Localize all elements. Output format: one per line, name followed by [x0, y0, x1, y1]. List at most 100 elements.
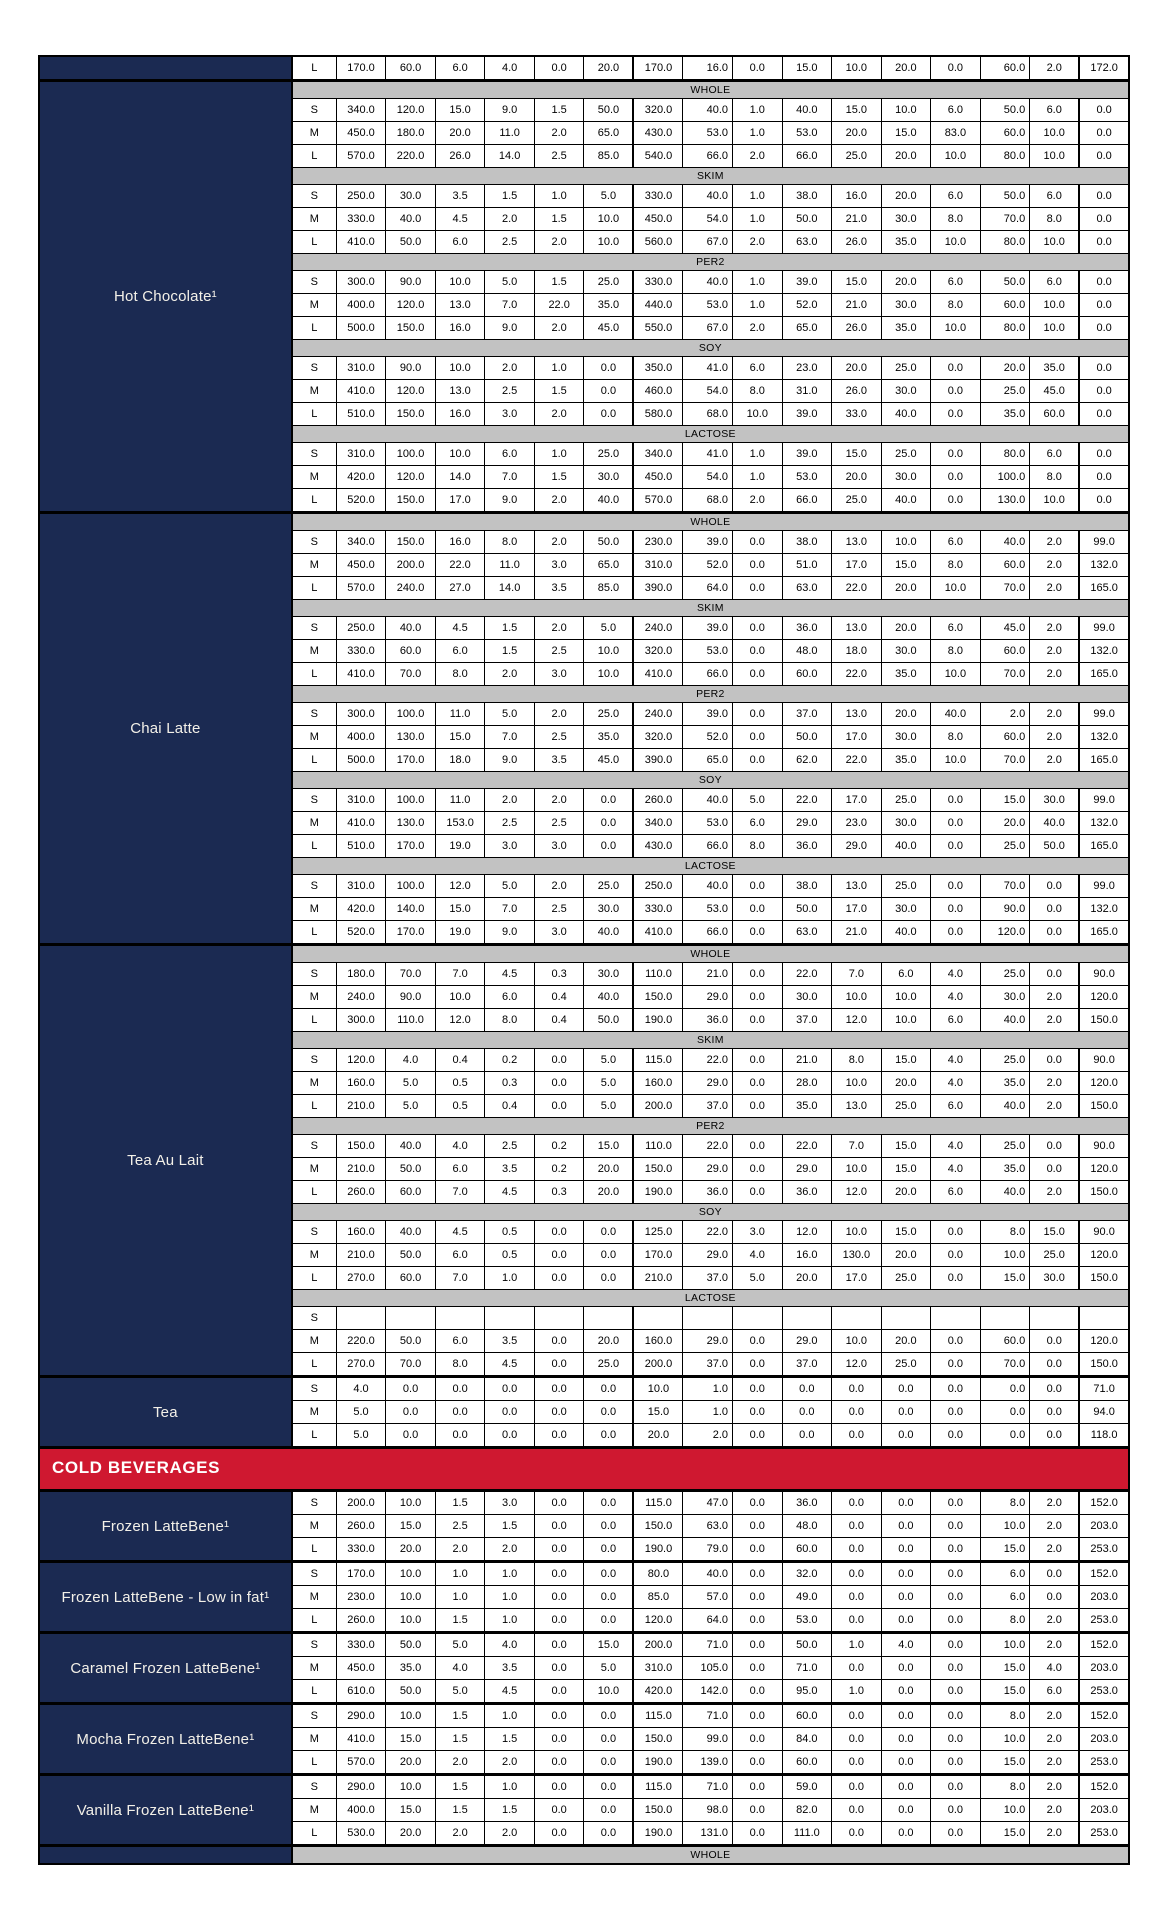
value-cell: 5.0 [434, 1631, 486, 1657]
value-cell: 8.0 [930, 639, 981, 663]
value-cell: 1.0 [484, 1266, 535, 1290]
value-cell: 15.0 [979, 1656, 1031, 1680]
value-cell: 115.0 [632, 1489, 684, 1515]
value-cell: 190.0 [632, 1750, 684, 1775]
value-cell: 13.0 [831, 616, 882, 640]
value-cell: 170.0 [335, 55, 387, 81]
value-cell: 410.0 [632, 662, 684, 686]
value-cell: 80.0 [979, 316, 1031, 340]
value-cell: 20.0 [583, 55, 634, 81]
value-cell: 14.0 [434, 465, 486, 489]
milk-type-header: WHOLE [291, 943, 1130, 963]
value-cell: 30.0 [880, 293, 932, 317]
value-cell: 2.0 [533, 874, 585, 898]
value-cell: 20.0 [979, 811, 1031, 835]
value-cell: 120.0 [979, 920, 1031, 945]
value-cell: 0.0 [930, 1631, 981, 1657]
value-cell: 0.0 [583, 1266, 634, 1290]
value-cell: 35.0 [979, 1157, 1031, 1181]
size-cell: M [291, 553, 337, 577]
value-cell: 39.0 [781, 442, 833, 466]
value-cell: 30.0 [583, 465, 634, 489]
value-cell: 22.0 [434, 553, 486, 577]
value-cell: 66.0 [781, 144, 833, 168]
size-cell: S [291, 962, 337, 986]
value-cell: 19.0 [434, 920, 486, 945]
value-cell: 1.0 [732, 184, 783, 208]
value-cell: 0.0 [831, 1798, 882, 1822]
value-cell: 40.0 [385, 616, 436, 640]
table-row: M 400.0 15.0 1.5 1.5 0.0 0.0 150.0 98.0 0.0 82.0 0.… [39, 1798, 1130, 1822]
value-cell: 4.5 [484, 1679, 535, 1704]
milk-type-header: SOY [291, 339, 1130, 357]
value-cell: 2.0 [979, 702, 1031, 726]
value-cell: 180.0 [335, 962, 387, 986]
value-cell: 20.0 [632, 1423, 684, 1448]
value-cell: 29.0 [682, 1243, 734, 1267]
value-cell: 26.0 [831, 379, 882, 403]
value-cell: 540.0 [632, 144, 684, 168]
value-cell: 8.0 [1029, 465, 1080, 489]
value-cell: 2.0 [1029, 1773, 1080, 1799]
value-cell: 53.0 [682, 897, 734, 921]
milk-type-header: PER2 [291, 1117, 1130, 1135]
value-cell: 139.0 [682, 1750, 734, 1775]
size-cell: S [291, 702, 337, 726]
value-cell: 29.0 [781, 811, 833, 835]
value-cell: 12.0 [434, 1008, 486, 1032]
milk-type-header-row: LACTOSE [39, 1289, 1130, 1307]
value-cell: 0.0 [831, 1375, 882, 1401]
value-cell: 2.0 [484, 1821, 535, 1846]
value-cell: 5.0 [484, 702, 535, 726]
value-cell: 52.0 [781, 293, 833, 317]
size-cell: M [291, 811, 337, 835]
value-cell: 0.0 [930, 1400, 981, 1424]
value-cell: 66.0 [682, 662, 734, 686]
milk-type-header: SOY [291, 771, 1130, 789]
value-cell: 0.0 [732, 985, 783, 1009]
milk-type-header: PER2 [291, 253, 1130, 271]
value-cell: 16.0 [434, 316, 486, 340]
value-cell: 25.0 [831, 488, 882, 513]
value-cell: 210.0 [335, 1243, 387, 1267]
value-cell: 0.0 [533, 1560, 585, 1586]
value-cell: 6.0 [732, 356, 783, 380]
table-row: S 250.0 40.0 4.5 1.5 2.0 5.0 240.0 39.0 0.0 36.0 13… [39, 616, 1130, 640]
value-cell: 30.0 [880, 811, 932, 835]
value-cell: 29.0 [831, 834, 882, 858]
value-cell: 0.0 [1029, 1560, 1080, 1586]
table-row: L 500.0 170.0 18.0 9.0 3.5 45.0 390.0 65.0 0.0 62.… [39, 748, 1130, 772]
value-cell: 1.0 [533, 184, 585, 208]
value-cell [533, 1306, 585, 1330]
value-cell: 10.0 [880, 1008, 932, 1032]
milk-type-header-row: SKIM [39, 599, 1130, 617]
value-cell: 25.0 [583, 1352, 634, 1377]
value-cell: 210.0 [335, 1157, 387, 1181]
value-cell: 35.0 [781, 1094, 833, 1118]
value-cell: 15.0 [632, 1400, 684, 1424]
value-cell: 6.0 [484, 985, 535, 1009]
value-cell: 260.0 [335, 1514, 387, 1538]
value-cell: 150.0 [632, 1727, 684, 1751]
value-cell: 8.0 [732, 834, 783, 858]
value-cell: 29.0 [781, 1157, 833, 1181]
value-cell: 150.0 [385, 316, 436, 340]
value-cell: 2.0 [533, 402, 585, 426]
value-cell: 40.0 [979, 1094, 1031, 1118]
value-cell: 2.0 [484, 1537, 535, 1562]
size-cell: S [291, 184, 337, 208]
value-cell: 2.5 [533, 897, 585, 921]
size-cell: M [291, 1656, 337, 1680]
value-cell: 340.0 [335, 530, 387, 554]
value-cell: 40.0 [781, 98, 833, 122]
value-cell: 90.0 [1078, 962, 1130, 986]
value-cell: 0.0 [930, 1220, 981, 1244]
value-cell: 5.0 [583, 1071, 634, 1095]
value-cell: 6.0 [880, 962, 932, 986]
value-cell: 10.0 [930, 748, 981, 772]
value-cell: 25.0 [880, 1352, 932, 1377]
value-cell: 170.0 [385, 834, 436, 858]
value-cell: 7.0 [484, 293, 535, 317]
size-cell: M [291, 1071, 337, 1095]
value-cell: 150.0 [385, 488, 436, 513]
